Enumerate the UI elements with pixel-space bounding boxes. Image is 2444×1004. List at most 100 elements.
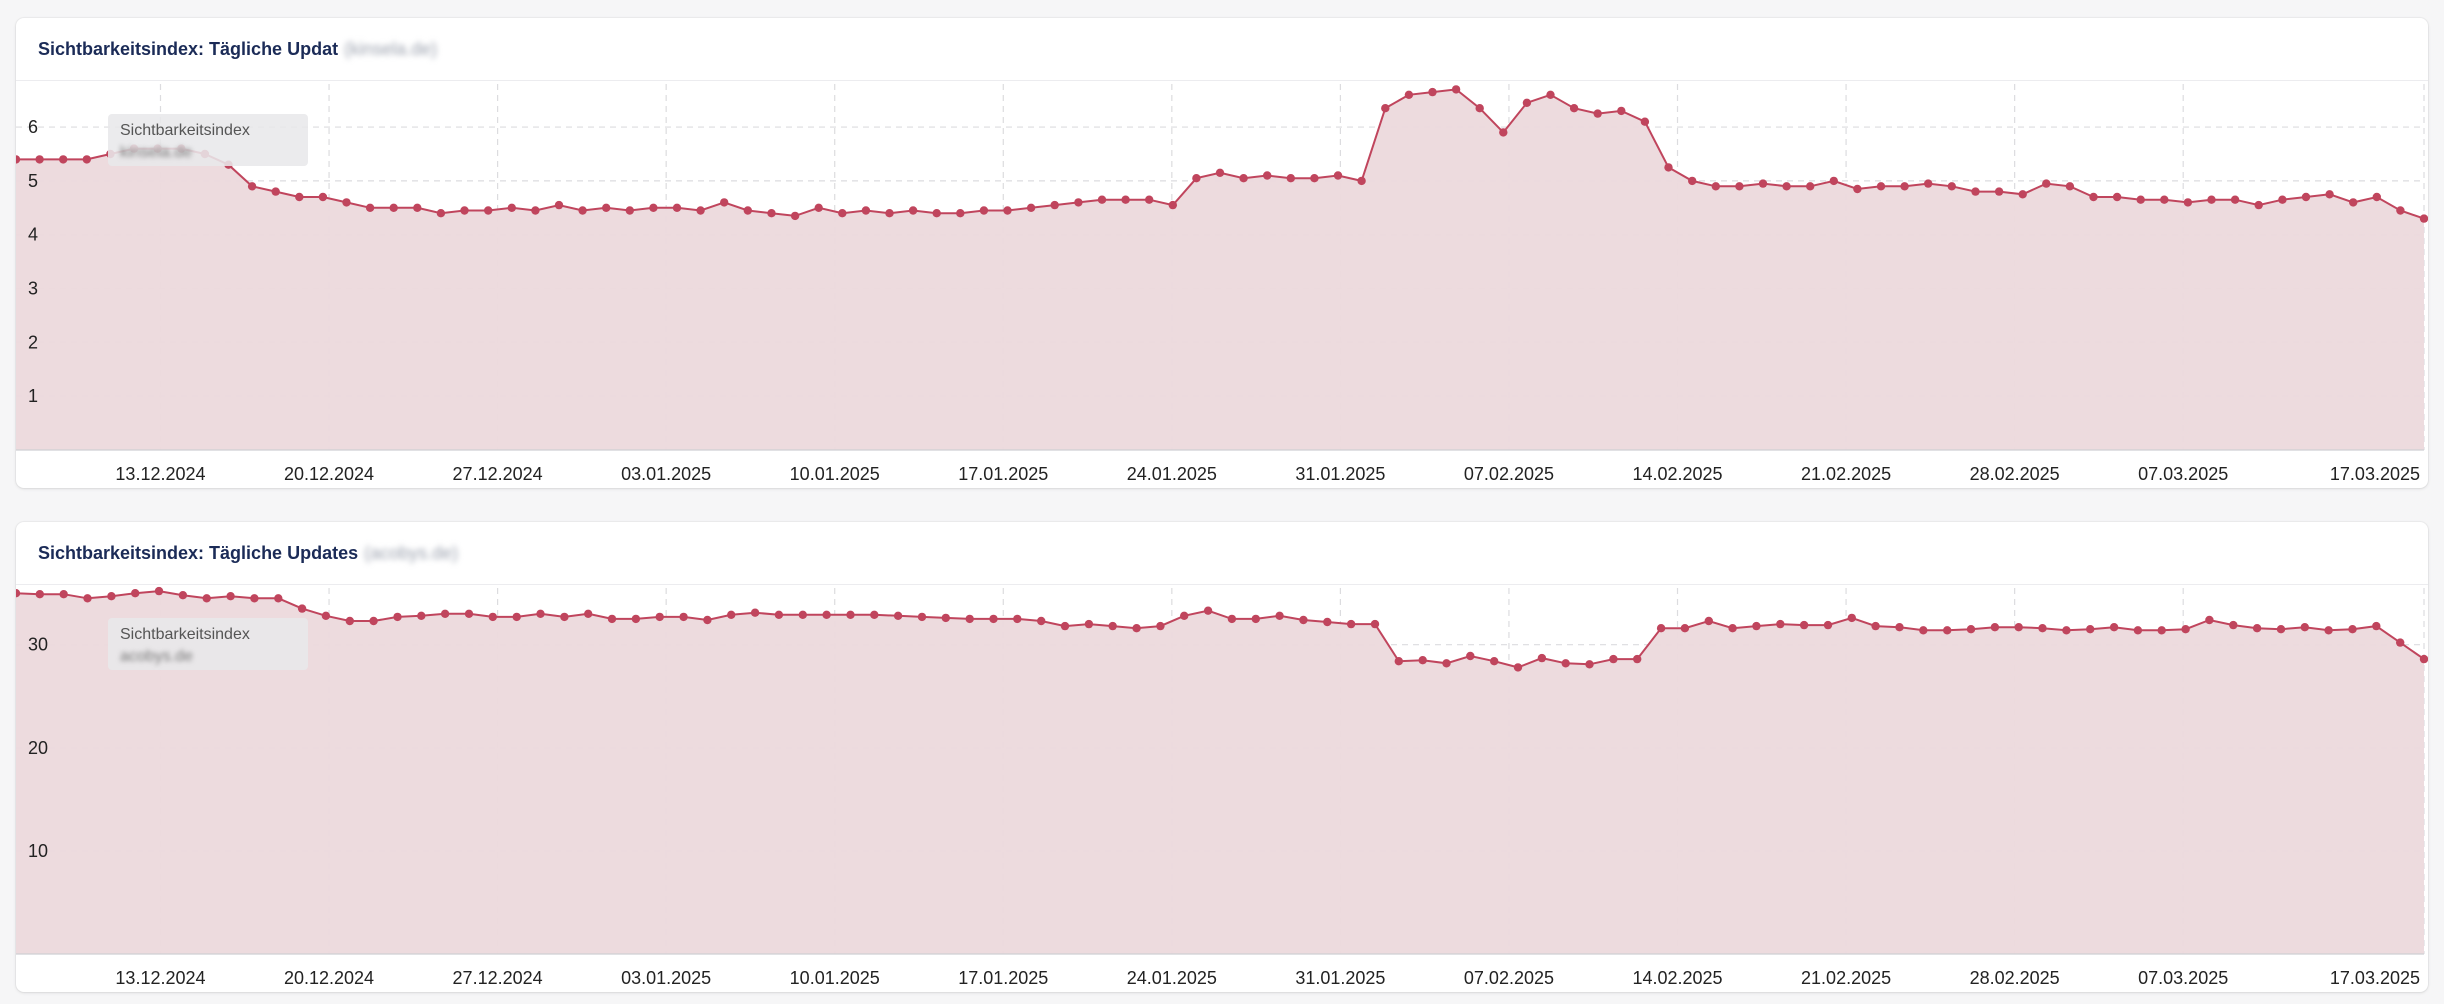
data-point	[1475, 104, 1484, 113]
data-point	[59, 155, 68, 164]
data-point	[956, 209, 965, 218]
visibility-chart-2[interactable]: 10 20 30 13.12.2024 20.12.2024 27.12.2024 03.0…	[16, 584, 2428, 992]
data-point	[1333, 171, 1343, 180]
data-point	[846, 610, 855, 619]
data-point	[743, 206, 752, 215]
data-point	[1299, 615, 1308, 625]
data-point	[1251, 614, 1261, 624]
y-tick-label: 4	[28, 225, 38, 245]
data-point	[625, 206, 634, 215]
data-point	[345, 616, 354, 626]
data-point	[2038, 624, 2047, 633]
data-point	[2205, 615, 2214, 625]
data-point	[1617, 106, 1626, 116]
data-point	[1943, 626, 1952, 635]
data-point	[1688, 176, 1697, 186]
data-point	[2229, 620, 2238, 630]
data-point	[484, 206, 493, 215]
data-point	[1776, 619, 1785, 629]
y-tick-label: 10	[28, 841, 48, 861]
data-point	[2160, 195, 2169, 204]
data-point	[1919, 626, 1928, 635]
data-point	[1394, 657, 1404, 666]
data-point	[393, 612, 402, 622]
data-point	[2396, 206, 2405, 215]
data-point	[464, 609, 474, 618]
data-point	[1263, 171, 1272, 180]
data-point	[507, 203, 516, 212]
data-point	[2157, 626, 2166, 635]
data-point	[1609, 654, 1618, 664]
data-point	[1227, 614, 1237, 624]
data-point	[1853, 184, 1862, 194]
data-point	[602, 203, 611, 212]
x-tick-label: 24.01.2025	[1127, 464, 1217, 484]
data-point	[16, 589, 21, 598]
data-point	[1132, 624, 1141, 633]
data-point	[1711, 182, 1721, 191]
data-point	[1704, 616, 1714, 626]
data-point	[822, 610, 831, 619]
data-point	[696, 206, 705, 215]
data-point	[1060, 621, 1070, 631]
data-point	[838, 209, 847, 218]
data-point	[1633, 654, 1642, 664]
data-point	[1680, 624, 1690, 633]
data-point	[965, 614, 974, 624]
data-point	[1994, 187, 2004, 196]
data-point	[1026, 203, 1036, 212]
x-tick-label: 21.02.2025	[1801, 968, 1891, 988]
data-point	[2372, 621, 2381, 631]
data-point	[607, 614, 617, 624]
y-tick-label: 3	[28, 279, 38, 299]
x-tick-label: 21.02.2025	[1801, 464, 1891, 484]
x-tick-label: 17.03.2025	[2330, 968, 2420, 988]
data-point	[2230, 195, 2240, 204]
data-point	[131, 589, 140, 598]
y-tick-label: 30	[28, 635, 48, 655]
x-tick-label: 27.12.2024	[453, 968, 543, 988]
x-tick-label: 14.02.2025	[1632, 968, 1722, 988]
y-tick-label: 6	[28, 117, 38, 137]
data-point	[1799, 620, 1809, 630]
data-point	[154, 586, 164, 596]
data-point	[1871, 621, 1880, 631]
data-point	[1357, 176, 1366, 186]
data-point	[342, 198, 351, 207]
data-point	[318, 192, 328, 202]
data-point	[1752, 621, 1761, 631]
y-tick-label: 2	[28, 332, 38, 352]
data-point	[436, 209, 446, 218]
data-point	[2062, 626, 2071, 635]
x-tick-label: 27.12.2024	[453, 464, 543, 484]
data-point	[1145, 195, 1154, 204]
data-point	[814, 203, 823, 212]
x-tick-label: 14.02.2025	[1632, 464, 1722, 484]
data-point	[2276, 625, 2286, 634]
data-point	[2183, 198, 2193, 207]
series-area	[16, 591, 2424, 954]
data-point	[1513, 663, 1523, 672]
x-tick-label: 17.03.2025	[2330, 464, 2420, 484]
data-point	[1108, 621, 1117, 631]
data-point	[885, 209, 894, 218]
visibility-chart-1[interactable]: 1 2 3 4 5 6 13.12.2024 20.12.2024 27.12.2024 03.0…	[16, 80, 2428, 488]
data-point	[1084, 619, 1094, 629]
data-point	[274, 594, 283, 603]
data-point	[989, 614, 998, 624]
x-tick-label: 13.12.2024	[115, 968, 205, 988]
data-point	[1418, 656, 1427, 665]
chart-tooltip: Sichtbarkeitsindex acobys.de	[108, 618, 308, 670]
data-point	[107, 592, 116, 601]
data-point	[1499, 128, 1508, 137]
data-point	[59, 590, 68, 599]
data-point	[1640, 117, 1650, 126]
data-point	[1656, 624, 1666, 633]
data-point	[250, 594, 259, 603]
data-point	[1758, 179, 1768, 188]
data-point	[703, 615, 712, 625]
data-point	[1593, 109, 1602, 118]
data-point	[1900, 182, 1909, 191]
data-point	[2348, 625, 2357, 634]
data-point	[1806, 182, 1815, 191]
